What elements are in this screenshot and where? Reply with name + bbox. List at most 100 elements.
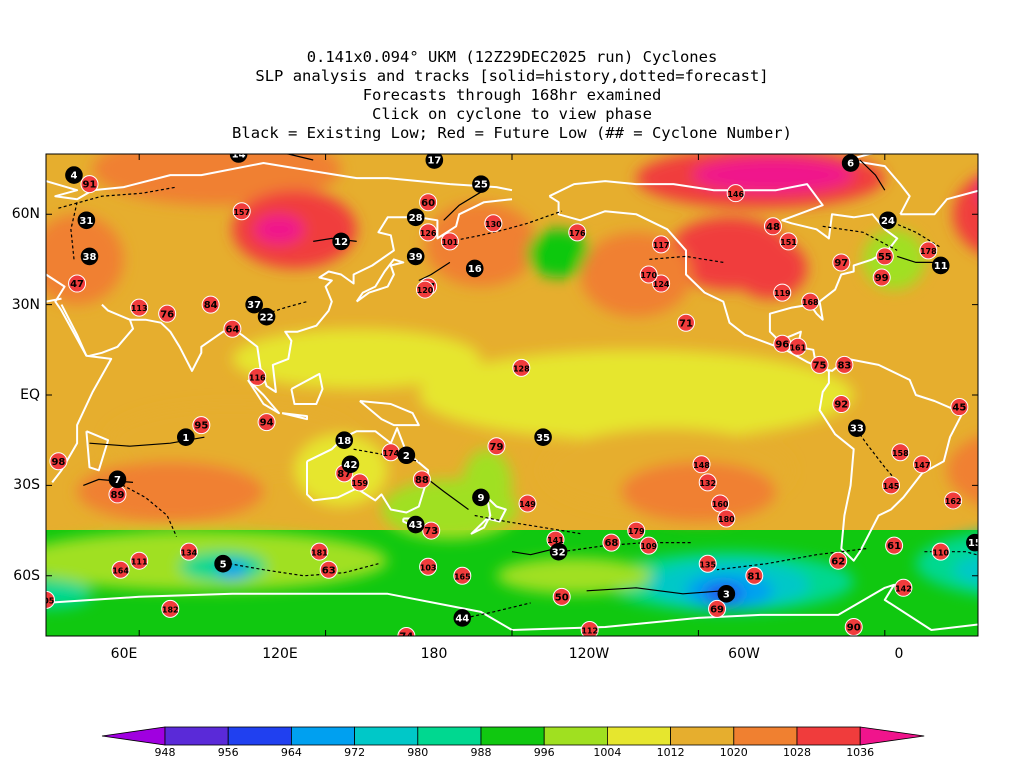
- existing-low-marker[interactable]: 25: [472, 175, 490, 193]
- future-low-marker[interactable]: 151: [779, 232, 798, 251]
- future-low-marker[interactable]: 60: [419, 193, 438, 212]
- future-low-marker[interactable]: 130: [484, 214, 503, 233]
- future-low-marker[interactable]: 165: [453, 566, 472, 585]
- future-low-marker[interactable]: 91: [80, 175, 99, 194]
- future-low-marker[interactable]: 92: [832, 395, 851, 414]
- future-low-marker[interactable]: 84: [201, 295, 220, 314]
- existing-low-marker[interactable]: 35: [534, 428, 552, 446]
- existing-low-marker[interactable]: 2: [397, 446, 416, 465]
- future-low-marker[interactable]: 179: [627, 521, 646, 540]
- future-low-marker[interactable]: 103: [419, 557, 438, 576]
- future-low-marker[interactable]: 145: [882, 476, 901, 495]
- existing-low-marker[interactable]: 18: [335, 431, 354, 449]
- future-low-marker[interactable]: 69: [708, 599, 727, 618]
- future-low-marker[interactable]: 149: [518, 494, 537, 513]
- future-low-marker[interactable]: 81: [745, 566, 764, 585]
- future-low-marker[interactable]: 126: [419, 223, 438, 242]
- existing-low-marker[interactable]: 3: [717, 585, 736, 603]
- future-low-marker[interactable]: 73: [422, 521, 441, 540]
- existing-low-marker[interactable]: 22: [257, 307, 276, 326]
- future-low-marker[interactable]: 105: [38, 590, 55, 609]
- future-low-marker[interactable]: 176: [568, 223, 587, 242]
- future-low-marker[interactable]: 164: [111, 560, 130, 579]
- future-low-marker[interactable]: 74: [397, 627, 416, 645]
- existing-low-marker[interactable]: 32: [549, 542, 568, 561]
- future-low-marker[interactable]: 135: [698, 554, 717, 573]
- future-low-marker[interactable]: 181: [310, 542, 329, 561]
- future-low-marker[interactable]: 95: [192, 416, 211, 435]
- future-low-marker[interactable]: 94: [257, 413, 276, 432]
- future-low-marker[interactable]: 116: [248, 367, 267, 386]
- existing-low-marker[interactable]: 14: [229, 146, 248, 163]
- future-low-marker[interactable]: 178: [919, 241, 938, 260]
- future-low-marker[interactable]: 132: [698, 473, 717, 492]
- existing-low-marker[interactable]: 44: [453, 609, 472, 627]
- future-low-marker[interactable]: 76: [158, 304, 177, 323]
- future-low-marker[interactable]: 119: [773, 283, 792, 302]
- existing-low-marker[interactable]: 43: [406, 515, 425, 534]
- future-low-marker[interactable]: 97: [832, 253, 851, 272]
- future-low-marker[interactable]: 75: [810, 355, 829, 374]
- future-low-marker[interactable]: 50: [552, 587, 571, 606]
- existing-low-marker[interactable]: 9: [472, 488, 490, 507]
- future-low-marker[interactable]: 161: [788, 337, 807, 356]
- existing-low-marker[interactable]: 31: [77, 211, 96, 230]
- existing-low-marker[interactable]: 6: [841, 154, 860, 172]
- existing-low-marker[interactable]: 38: [80, 247, 99, 266]
- existing-low-marker[interactable]: 17: [425, 152, 444, 169]
- future-low-marker[interactable]: 142: [894, 578, 913, 597]
- existing-low-marker[interactable]: 28: [406, 208, 425, 227]
- future-low-marker[interactable]: 71: [676, 313, 695, 332]
- future-low-marker[interactable]: 159: [350, 473, 369, 492]
- existing-low-marker[interactable]: 39: [406, 247, 425, 266]
- existing-low-marker[interactable]: 24: [879, 211, 897, 230]
- future-low-marker[interactable]: 88: [412, 470, 431, 489]
- future-low-marker[interactable]: 147: [913, 455, 932, 474]
- future-low-marker[interactable]: 64: [223, 319, 242, 338]
- future-low-marker[interactable]: 63: [319, 560, 338, 579]
- existing-low-marker[interactable]: 15: [966, 533, 983, 552]
- future-low-marker[interactable]: 128: [512, 358, 531, 377]
- future-low-marker[interactable]: 124: [652, 274, 671, 293]
- future-low-marker[interactable]: 148: [692, 455, 711, 474]
- future-low-marker[interactable]: 62: [829, 551, 848, 570]
- future-low-marker[interactable]: 101: [440, 232, 459, 251]
- future-low-marker[interactable]: 146: [726, 184, 745, 203]
- existing-low-marker[interactable]: 4: [65, 166, 83, 184]
- future-low-marker[interactable]: 109: [639, 536, 658, 555]
- future-low-marker[interactable]: 168: [801, 292, 820, 311]
- future-low-marker[interactable]: 162: [944, 491, 963, 510]
- existing-low-marker[interactable]: 37: [245, 295, 263, 314]
- existing-low-marker[interactable]: 33: [848, 419, 866, 437]
- future-low-marker[interactable]: 113: [130, 298, 149, 317]
- future-low-marker[interactable]: 98: [49, 452, 68, 471]
- existing-low-marker[interactable]: 7: [108, 470, 127, 489]
- future-low-marker[interactable]: 112: [580, 620, 599, 638]
- future-low-marker[interactable]: 160: [711, 494, 730, 513]
- future-low-marker[interactable]: 55: [875, 247, 894, 266]
- future-low-marker[interactable]: 111: [130, 551, 149, 570]
- existing-low-marker[interactable]: 11: [931, 256, 950, 275]
- existing-low-marker[interactable]: 42: [341, 455, 360, 474]
- future-low-marker[interactable]: 180: [717, 509, 736, 528]
- future-low-marker[interactable]: 120: [416, 280, 435, 299]
- future-low-marker[interactable]: 90: [844, 617, 863, 636]
- existing-low-marker[interactable]: 16: [465, 259, 484, 278]
- future-low-marker[interactable]: 83: [835, 355, 854, 374]
- existing-low-marker[interactable]: 1: [177, 428, 195, 446]
- future-low-marker[interactable]: 134: [179, 542, 198, 561]
- future-low-marker[interactable]: 48: [763, 217, 782, 236]
- future-low-marker[interactable]: 61: [885, 536, 904, 555]
- future-low-marker[interactable]: 68: [602, 533, 621, 552]
- future-low-marker[interactable]: 182: [161, 599, 180, 618]
- future-low-marker[interactable]: 170: [639, 265, 658, 284]
- future-low-marker[interactable]: 110: [931, 542, 950, 561]
- future-low-marker[interactable]: 45: [950, 398, 969, 417]
- future-low-marker[interactable]: 158: [891, 443, 910, 462]
- future-low-marker[interactable]: 99: [872, 268, 891, 287]
- existing-low-marker[interactable]: 12: [332, 232, 350, 251]
- future-low-marker[interactable]: 117: [652, 235, 671, 254]
- future-low-marker[interactable]: 157: [232, 202, 251, 221]
- future-low-marker[interactable]: 47: [68, 274, 87, 293]
- existing-low-marker[interactable]: 5: [214, 554, 232, 573]
